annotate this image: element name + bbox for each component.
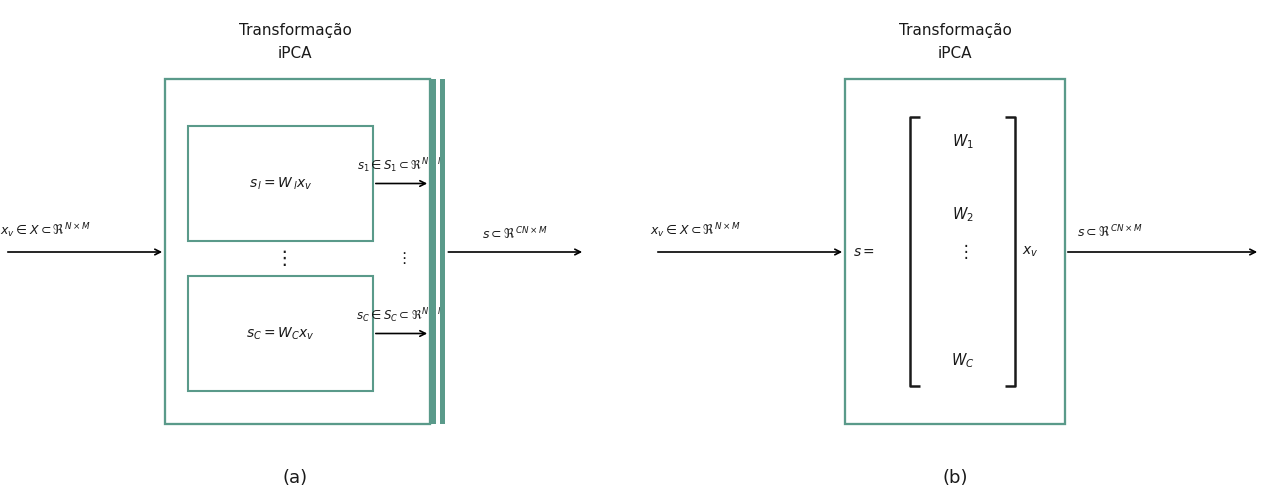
Text: $\vdots$: $\vdots$: [956, 242, 968, 261]
Bar: [439, 79, 446, 424]
Text: $x_v$: $x_v$: [1022, 245, 1039, 259]
Bar: [845, 79, 1066, 424]
Text: $W_C$: $W_C$: [951, 352, 974, 371]
Text: $W_2$: $W_2$: [951, 206, 973, 224]
Text: $s \subset \Re^{CN \times M}$: $s \subset \Re^{CN \times M}$: [483, 225, 549, 242]
Text: $s_C=W_C x_v$: $s_C=W_C x_v$: [246, 325, 315, 342]
Text: $x_v \in X \subset \Re^{N \times M}$: $x_v \in X \subset \Re^{N \times M}$: [0, 221, 90, 240]
Bar: [188, 276, 373, 391]
Text: iPCA: iPCA: [278, 47, 312, 62]
Text: $\vdots$: $\vdots$: [274, 248, 287, 268]
Bar: [165, 79, 431, 424]
Text: $s_1 \in S_1 \subset \Re^{N \times M}$: $s_1 \in S_1 \subset \Re^{N \times M}$: [357, 157, 446, 176]
Bar: [431, 79, 436, 424]
Text: $s_{\,l}=W_{\,l}x_v$: $s_{\,l}=W_{\,l}x_v$: [249, 175, 312, 191]
Text: Transformação: Transformação: [239, 23, 352, 39]
Text: $s \subset \Re^{CN \times M}$: $s \subset \Re^{CN \times M}$: [1077, 223, 1143, 240]
Text: $s =$: $s =$: [853, 245, 875, 259]
Bar: [188, 126, 373, 241]
Text: iPCA: iPCA: [937, 47, 973, 62]
Text: (a): (a): [282, 469, 307, 487]
Text: (b): (b): [942, 469, 968, 487]
Text: $W_1$: $W_1$: [951, 132, 974, 151]
Text: $\vdots$: $\vdots$: [396, 250, 406, 266]
Text: $x_v \in X \subset \Re^{N \times M}$: $x_v \in X \subset \Re^{N \times M}$: [650, 221, 740, 240]
Text: $s_C \in S_C \subset \Re^{N \times M}$: $s_C \in S_C \subset \Re^{N \times M}$: [356, 307, 447, 325]
Text: Transformação: Transformação: [899, 23, 1011, 39]
